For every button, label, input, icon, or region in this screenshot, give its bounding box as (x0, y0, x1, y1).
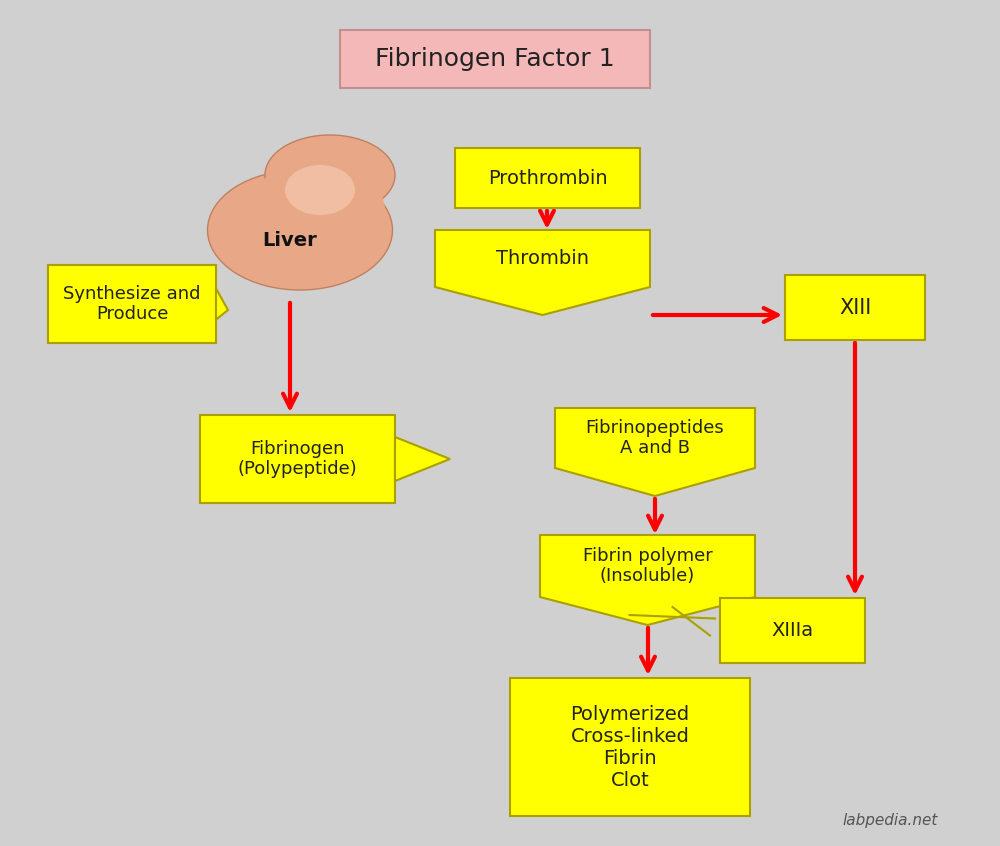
Text: Fibrin polymer
(Insoluble): Fibrin polymer (Insoluble) (583, 547, 712, 585)
Text: Liver: Liver (263, 230, 317, 250)
Polygon shape (555, 408, 755, 496)
Text: Fibrinogen
(Polypeptide): Fibrinogen (Polypeptide) (238, 440, 357, 478)
FancyBboxPatch shape (200, 415, 395, 503)
Text: XIIIa: XIIIa (771, 621, 814, 640)
Text: Fibrinogen Factor 1: Fibrinogen Factor 1 (375, 47, 615, 71)
Text: Fibrinopeptides
A and B: Fibrinopeptides A and B (586, 419, 724, 458)
FancyBboxPatch shape (720, 598, 865, 663)
Text: labpedia.net: labpedia.net (842, 812, 938, 827)
FancyBboxPatch shape (48, 265, 216, 343)
Polygon shape (395, 437, 450, 481)
Text: Thrombin: Thrombin (496, 249, 589, 268)
Text: XIII: XIII (839, 298, 871, 317)
Ellipse shape (265, 135, 395, 215)
Ellipse shape (245, 165, 385, 255)
FancyBboxPatch shape (785, 275, 925, 340)
Text: Synthesize and
Produce: Synthesize and Produce (63, 284, 201, 323)
Text: Prothrombin: Prothrombin (488, 168, 607, 188)
Polygon shape (216, 288, 228, 320)
FancyBboxPatch shape (340, 30, 650, 88)
FancyBboxPatch shape (510, 678, 750, 816)
Polygon shape (435, 230, 650, 315)
Polygon shape (540, 535, 755, 625)
FancyBboxPatch shape (455, 148, 640, 208)
Ellipse shape (208, 170, 392, 290)
Text: Polymerized
Cross-linked
Fibrin
Clot: Polymerized Cross-linked Fibrin Clot (570, 705, 690, 789)
Ellipse shape (285, 165, 355, 215)
